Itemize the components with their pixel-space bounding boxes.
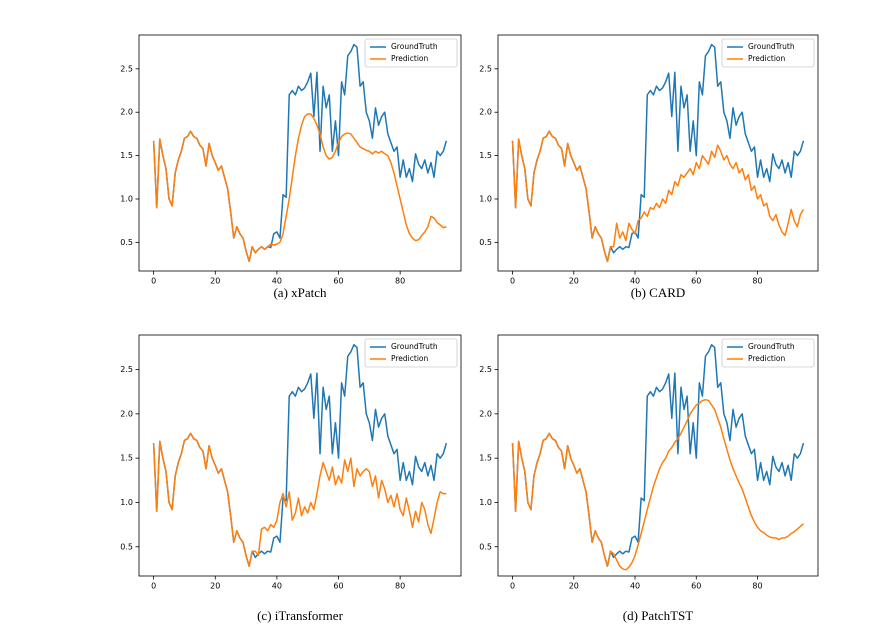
legend-label: GroundTruth — [391, 42, 438, 51]
caption: (a) xPatch — [273, 285, 327, 300]
x-tick-label: 80 — [395, 277, 405, 286]
series-line — [511, 43, 805, 263]
legend-label: GroundTruth — [748, 42, 795, 51]
y-tick-label: 0.5 — [120, 542, 133, 551]
caption: (d) PatchTST — [623, 608, 693, 623]
caption: (b) CARD — [631, 285, 686, 300]
legend-label: Prediction — [748, 54, 786, 63]
y-tick-label: 1.0 — [120, 498, 133, 507]
y-tick-label: 1.5 — [479, 151, 492, 160]
legend-box — [721, 38, 815, 68]
y-tick-label: 1.0 — [479, 194, 492, 203]
series-line — [511, 398, 804, 571]
series-line — [511, 130, 805, 263]
legend-label: GroundTruth — [391, 342, 438, 351]
y-tick-label: 1.5 — [479, 454, 492, 463]
x-tick-label: 40 — [630, 582, 640, 591]
x-tick-label: 20 — [210, 277, 220, 286]
legend-label: Prediction — [748, 354, 786, 363]
x-tick-label: 20 — [569, 582, 579, 591]
series-line — [152, 43, 448, 263]
axes-frame — [497, 34, 819, 272]
series-line — [511, 344, 805, 567]
y-tick-label: 1.5 — [120, 151, 133, 160]
x-tick-label: 80 — [752, 277, 762, 286]
y-tick-label: 0.5 — [120, 238, 133, 247]
axes-frame — [138, 334, 462, 577]
caption: (c) iTransformer — [257, 608, 343, 623]
series-line — [152, 344, 448, 567]
x-tick-label: 60 — [333, 582, 343, 591]
legend-label: Prediction — [391, 354, 429, 363]
y-tick-label: 1.0 — [479, 498, 492, 507]
series-line — [152, 113, 447, 263]
axes-frame — [497, 334, 819, 577]
x-tick-label: 20 — [569, 277, 579, 286]
y-tick-label: 2.0 — [120, 409, 133, 418]
y-tick-label: 0.5 — [479, 238, 492, 247]
y-tick-label: 0.5 — [479, 542, 492, 551]
legend-label: Prediction — [391, 54, 429, 63]
x-tick-label: 40 — [630, 277, 640, 286]
y-tick-label: 1.0 — [120, 194, 133, 203]
x-tick-label: 40 — [272, 582, 282, 591]
x-tick-label: 0 — [510, 277, 515, 286]
x-tick-label: 40 — [272, 277, 282, 286]
x-tick-label: 60 — [333, 277, 343, 286]
legend-box — [364, 338, 458, 368]
x-tick-label: 80 — [395, 582, 405, 591]
y-tick-label: 2.5 — [479, 64, 492, 73]
x-tick-label: 0 — [151, 277, 156, 286]
axes-frame — [138, 34, 462, 272]
series-line — [152, 432, 447, 567]
x-tick-label: 60 — [691, 277, 701, 286]
y-tick-label: 2.0 — [479, 108, 492, 117]
y-tick-label: 2.0 — [120, 108, 133, 117]
legend-label: GroundTruth — [748, 342, 795, 351]
x-tick-label: 80 — [752, 582, 762, 591]
x-tick-label: 0 — [510, 582, 515, 591]
x-tick-label: 20 — [210, 582, 220, 591]
y-tick-label: 2.0 — [479, 409, 492, 418]
y-tick-label: 1.5 — [120, 454, 133, 463]
x-tick-label: 0 — [151, 582, 156, 591]
legend-box — [721, 338, 815, 368]
x-tick-label: 60 — [691, 582, 701, 591]
legend-box — [364, 38, 458, 68]
y-tick-label: 2.5 — [120, 365, 133, 374]
y-tick-label: 2.5 — [479, 365, 492, 374]
y-tick-label: 2.5 — [120, 64, 133, 73]
